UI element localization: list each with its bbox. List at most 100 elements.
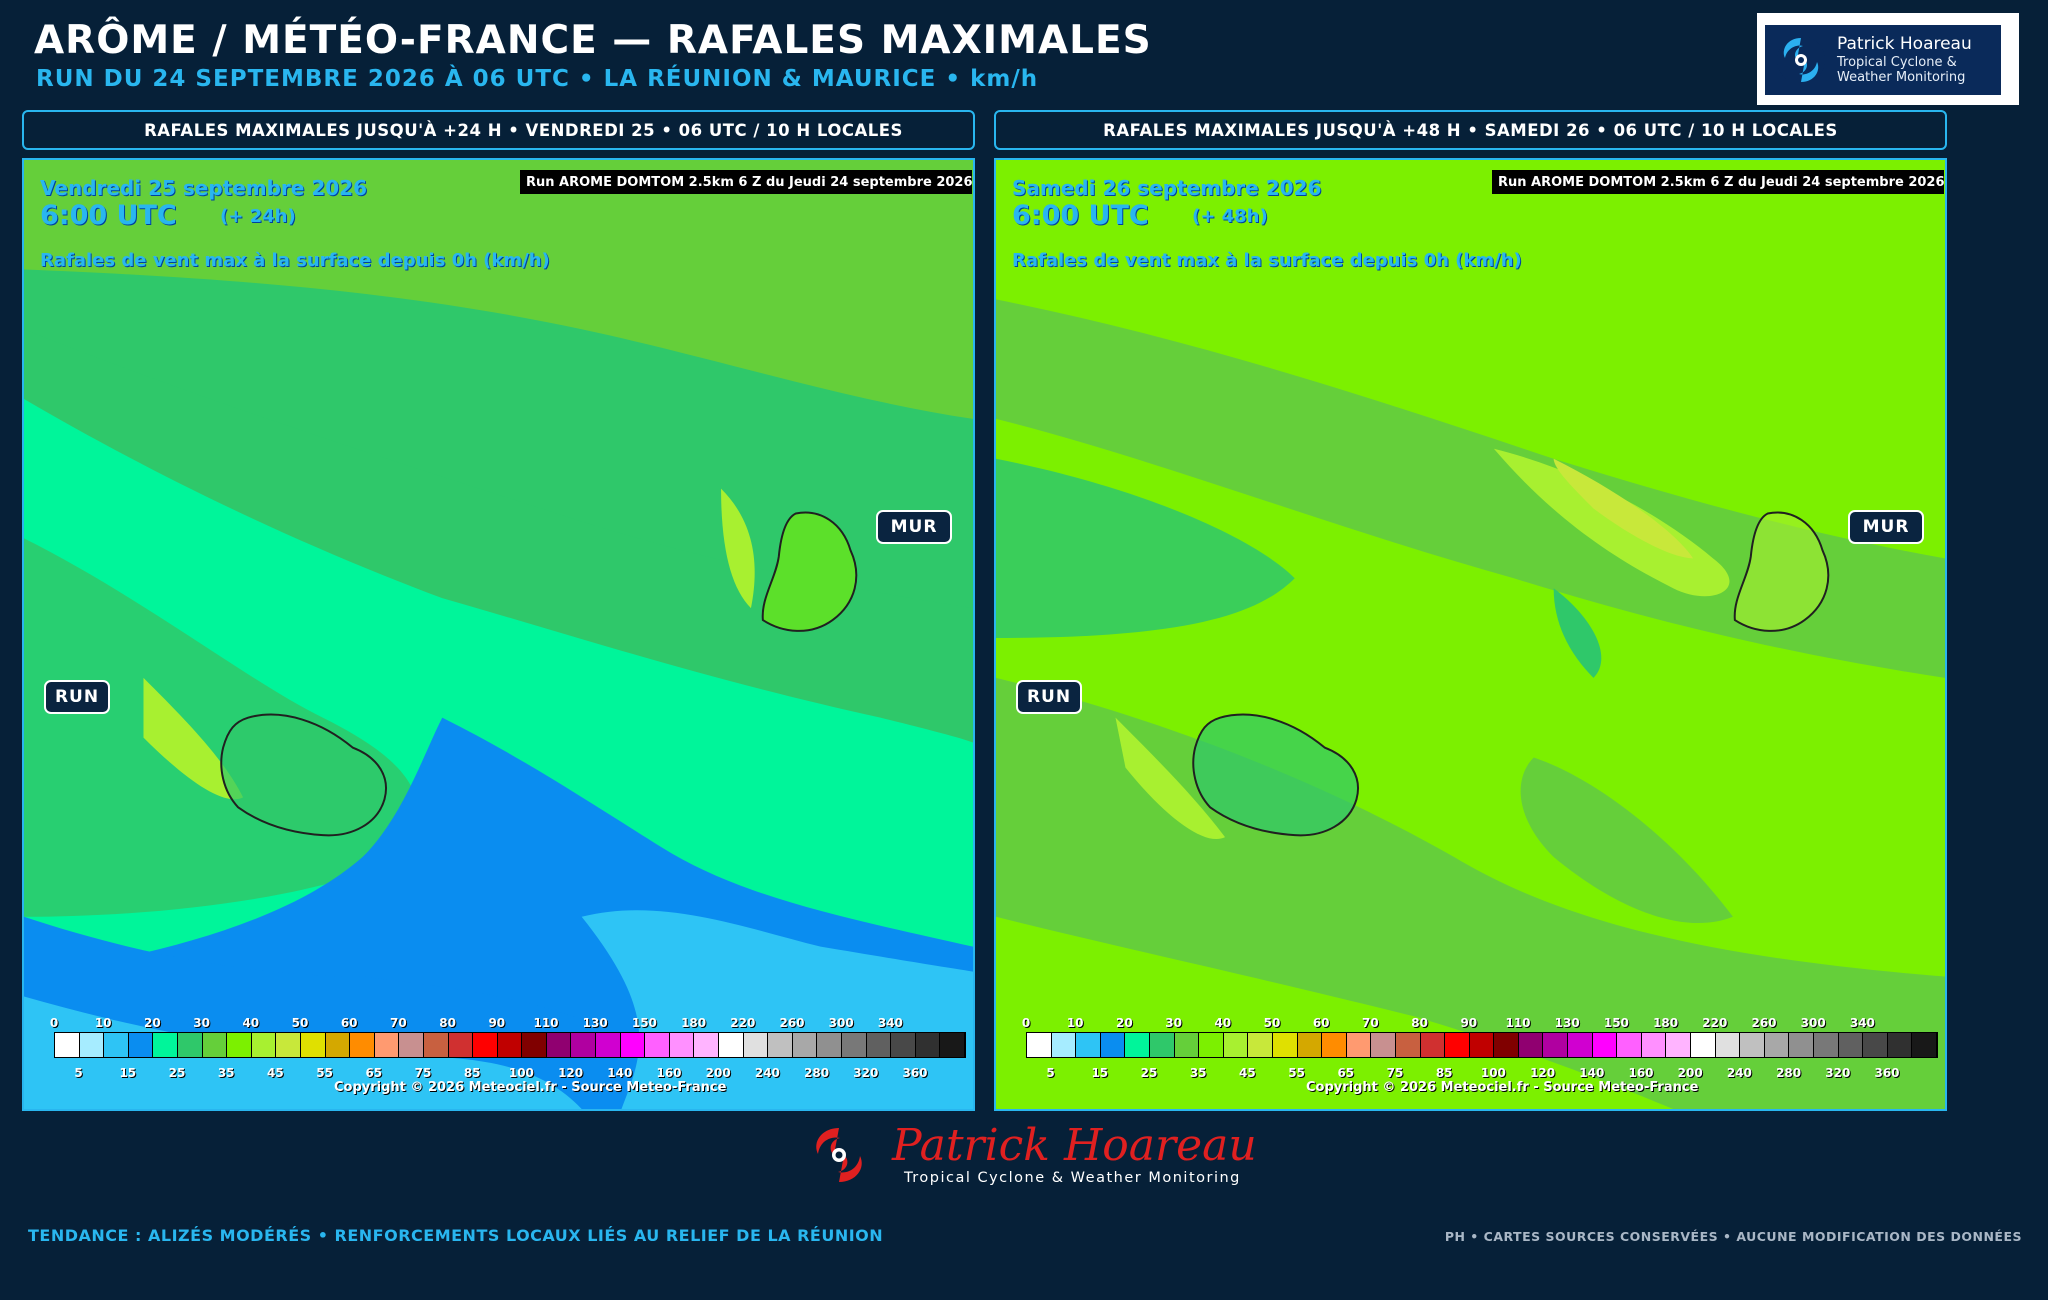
scale-tick-label: 180 <box>1653 1016 1679 1030</box>
color-scale-cell <box>153 1033 178 1057</box>
scale-tick-label: 75 <box>414 1066 432 1080</box>
scale-tick-label: 360 <box>902 1066 928 1080</box>
gust-map-24h: Vendredi 25 septembre 2026 6:00 UTC (+ 2… <box>22 158 975 1111</box>
scale-tick-label: 140 <box>607 1066 633 1080</box>
color-scale-cell <box>1617 1033 1642 1057</box>
scale-tick-label: 15 <box>1091 1066 1109 1080</box>
color-scale-cell <box>1051 1033 1077 1057</box>
scale-tick-label: 0 <box>1021 1016 1031 1030</box>
scale-tick-label: 0 <box>49 1016 59 1030</box>
scale-tick-label: 55 <box>316 1066 333 1080</box>
map-time: 6:00 UTC <box>40 200 177 231</box>
color-scale-cell <box>596 1033 621 1057</box>
scale-tick-label: 60 <box>340 1016 358 1030</box>
gust-field-48h <box>996 160 1945 1109</box>
scale-tick-label: 240 <box>754 1066 780 1080</box>
scale-tick-label: 40 <box>242 1016 260 1030</box>
color-scale-cell <box>1248 1033 1273 1057</box>
scale-tick-label: 10 <box>94 1016 112 1030</box>
color-scale-cell <box>300 1033 326 1057</box>
color-scale-cell <box>1346 1033 1372 1057</box>
scale-tick-label: 15 <box>119 1066 137 1080</box>
scale-tick-label: 35 <box>217 1066 235 1080</box>
scale-tick-label: 120 <box>558 1066 584 1080</box>
gust-map-48h: Samedi 26 septembre 2026 6:00 UTC (+ 48h… <box>994 158 1947 1111</box>
color-scale-cell <box>1789 1033 1814 1057</box>
color-scale-cell <box>1912 1033 1937 1057</box>
scale-tick-label: 240 <box>1726 1066 1752 1080</box>
color-scale-cell <box>1371 1033 1396 1057</box>
scale-tick-label: 5 <box>1046 1066 1055 1080</box>
scale-tick-label: 45 <box>1239 1066 1256 1080</box>
label-reunion: RUN <box>44 680 110 714</box>
panel-heading-24h: RAFALES MAXIMALES JUSQU'À +24 H • VENDRE… <box>22 110 975 150</box>
scale-tick-label: 220 <box>1702 1016 1728 1030</box>
color-scale-cell <box>1740 1033 1765 1057</box>
color-scale-cell <box>669 1033 695 1057</box>
color-scale-cell <box>1149 1033 1175 1057</box>
scale-tick-label: 100 <box>1480 1066 1506 1080</box>
color-scale-cell <box>276 1033 301 1057</box>
map-time: 6:00 UTC <box>1012 200 1149 231</box>
scale-tick-label: 90 <box>1460 1016 1478 1030</box>
color-scale-cell <box>374 1033 400 1057</box>
color-scale-cell <box>792 1033 818 1057</box>
scale-tick-label: 320 <box>1825 1066 1851 1080</box>
map-lead-time: (+ 48h) <box>1192 206 1268 227</box>
scale-tick-label: 5 <box>74 1066 83 1080</box>
scale-tick-label: 180 <box>681 1016 707 1030</box>
color-scale-cell <box>1100 1033 1126 1057</box>
color-scale-cell <box>104 1033 129 1057</box>
scale-tick-label: 120 <box>1530 1066 1556 1080</box>
logo-line2: Weather Monitoring <box>1837 70 1966 86</box>
scale-tick-label: 40 <box>1214 1016 1232 1030</box>
cyclone-icon <box>1777 36 1825 84</box>
color-scale-cell <box>522 1033 547 1057</box>
color-scale-cell <box>177 1033 203 1057</box>
map-copyright: Copyright © 2026 Meteociel.fr - Source M… <box>334 1080 727 1095</box>
color-scale-cell <box>1272 1033 1298 1057</box>
color-scale-cell <box>1592 1033 1618 1057</box>
panel-heading-48h: RAFALES MAXIMALES JUSQU'À +48 H • SAMEDI… <box>994 110 1947 150</box>
color-scale <box>54 1032 966 1058</box>
scale-bottom-ticks: 5 15 25 35 45 55 65 75 85 100 120 140 160 200 240 280 32… <box>1026 1066 1926 1080</box>
color-scale-cell <box>842 1033 867 1057</box>
map-copyright: Copyright © 2026 Meteociel.fr - Source M… <box>1306 1080 1699 1095</box>
color-scale-cell <box>1764 1033 1790 1057</box>
color-scale-cell <box>743 1033 769 1057</box>
color-scale-cell <box>817 1033 842 1057</box>
scale-tick-label: 35 <box>1189 1066 1207 1080</box>
color-scale-cell <box>423 1033 449 1057</box>
scale-tick-label: 60 <box>1312 1016 1330 1030</box>
label-mauritius: MUR <box>1848 510 1924 544</box>
color-scale-cell <box>1199 1033 1224 1057</box>
color-scale-cell <box>1838 1033 1864 1057</box>
logo-name: Patrick Hoareau <box>1837 34 1972 55</box>
scale-tick-label: 280 <box>804 1066 830 1080</box>
color-scale-cell <box>620 1033 646 1057</box>
map-description: Rafales de vent max à la surface depuis … <box>40 250 550 271</box>
color-scale-cell <box>497 1033 523 1057</box>
color-scale-cell <box>55 1033 80 1057</box>
scale-tick-label: 65 <box>365 1066 383 1080</box>
color-scale-cell <box>1715 1033 1741 1057</box>
color-scale-cell <box>1322 1033 1347 1057</box>
scale-tick-label: 30 <box>1165 1016 1182 1030</box>
scale-tick-label: 150 <box>631 1016 657 1030</box>
color-scale-cell <box>719 1033 744 1057</box>
scale-tick-label: 160 <box>1628 1066 1654 1080</box>
scale-tick-label: 260 <box>1751 1016 1777 1030</box>
color-scale-cell <box>473 1033 498 1057</box>
color-scale-cell <box>1543 1033 1569 1057</box>
scale-tick-label: 10 <box>1066 1016 1084 1030</box>
scale-tick-label: 80 <box>1411 1016 1428 1030</box>
scale-tick-label: 300 <box>1800 1016 1826 1030</box>
scale-top-ticks: 0 10 20 30 40 50 60 70 80 90 110 130 150 180 220 260 300… <box>1022 1016 1926 1030</box>
color-scale-cell <box>399 1033 424 1057</box>
logo: Patrick Hoareau Tropical Cyclone & Weath… <box>1757 13 2019 105</box>
scale-tick-label: 20 <box>1116 1016 1133 1030</box>
scale-tick-label: 110 <box>1505 1016 1531 1030</box>
color-scale-cell <box>1076 1033 1101 1057</box>
color-scale-cell <box>128 1033 154 1057</box>
scale-tick-label: 280 <box>1776 1066 1802 1080</box>
